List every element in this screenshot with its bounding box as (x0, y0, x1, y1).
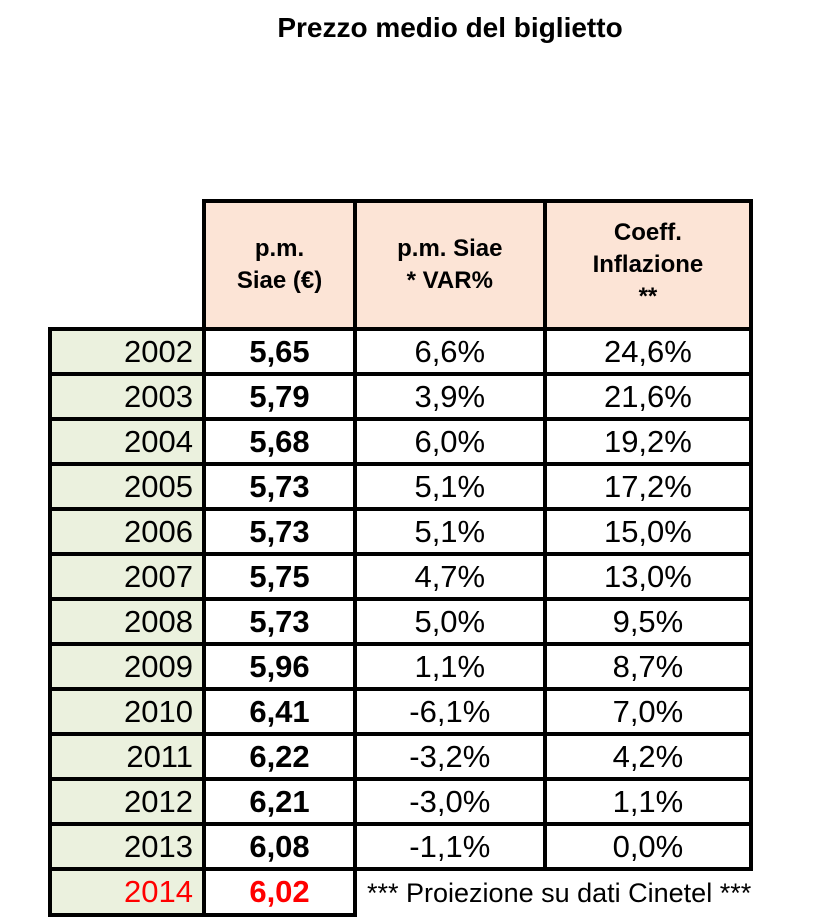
var-cell: -3,2% (353, 732, 547, 781)
year-cell: 2009 (48, 642, 206, 691)
table-row-2013: 2013 6,08 -1,1% 0,0% (48, 822, 754, 871)
ticket-price-table: p.m. Siae (€) p.m. Siae * VAR% Coeff. In… (48, 199, 754, 917)
header-row: p.m. Siae (€) p.m. Siae * VAR% Coeff. In… (50, 199, 754, 331)
var-cell: 1,1% (353, 642, 547, 691)
inflazione-cell: 1,1% (542, 777, 754, 826)
col-header-pm-siae: p.m. Siae (€) (202, 199, 357, 331)
year-cell: 2008 (48, 597, 206, 646)
page-title: Prezzo medio del biglietto (277, 12, 623, 43)
pm-siae-cell: 6,21 (202, 777, 357, 826)
year-cell: 2005 (48, 462, 206, 511)
pm-siae-cell: 5,75 (202, 552, 357, 601)
pm-siae-cell-projection: 6,02 (202, 867, 357, 917)
var-cell: -3,0% (353, 777, 547, 826)
inflazione-cell: 19,2% (542, 417, 754, 466)
projection-footnote: *** Proiezione su dati Cinetel *** (355, 869, 752, 915)
inflazione-cell: 17,2% (542, 462, 754, 511)
inflazione-cell: 9,5% (542, 597, 754, 646)
year-cell: 2004 (48, 417, 206, 466)
var-cell: -1,1% (353, 822, 547, 871)
corner-cell (50, 201, 204, 329)
inflazione-cell: 7,0% (542, 687, 754, 736)
year-cell-projection: 2014 (48, 867, 206, 917)
year-cell: 2011 (48, 732, 206, 781)
projection-row-2014: 2014 6,02 *** Proiezione su dati Cinetel… (48, 867, 752, 917)
var-cell: 3,9% (353, 372, 547, 421)
inflazione-cell: 8,7% (542, 642, 754, 691)
table-row-2003: 2003 5,79 3,9% 21,6% (48, 372, 754, 421)
year-cell: 2007 (48, 552, 206, 601)
inflazione-cell: 4,2% (542, 732, 754, 781)
table-row-2008: 2008 5,73 5,0% 9,5% (48, 597, 754, 646)
pm-siae-cell: 6,41 (202, 687, 357, 736)
pm-siae-cell: 6,08 (202, 822, 357, 871)
pm-siae-cell: 5,96 (202, 642, 357, 691)
table-row-2002: 2002 5,65 6,6% 24,6% (48, 327, 754, 376)
year-cell: 2012 (48, 777, 206, 826)
table-row-2006: 2006 5,73 5,1% 15,0% (48, 507, 754, 556)
pm-siae-cell: 5,73 (202, 462, 357, 511)
var-cell: 5,1% (353, 507, 547, 556)
inflazione-cell: 15,0% (542, 507, 754, 556)
var-cell: 6,6% (353, 327, 547, 376)
var-cell: 6,0% (353, 417, 547, 466)
inflazione-cell: 24,6% (542, 327, 754, 376)
inflazione-cell: 21,6% (542, 372, 754, 421)
year-cell: 2003 (48, 372, 206, 421)
pm-siae-cell: 5,68 (202, 417, 357, 466)
table-row-2010: 2010 6,41 -6,1% 7,0% (48, 687, 754, 736)
table-row-2004: 2004 5,68 6,0% 19,2% (48, 417, 754, 466)
pm-siae-cell: 5,79 (202, 372, 357, 421)
table-row-2009: 2009 5,96 1,1% 8,7% (48, 642, 754, 691)
pm-siae-cell: 6,22 (202, 732, 357, 781)
pm-siae-cell: 5,65 (202, 327, 357, 376)
table-row-2005: 2005 5,73 5,1% 17,2% (48, 462, 754, 511)
var-cell: 4,7% (353, 552, 547, 601)
col-header-inflazione: Coeff. Inflazione ** (542, 199, 754, 331)
var-cell: -6,1% (353, 687, 547, 736)
inflazione-cell: 13,0% (542, 552, 754, 601)
pm-siae-cell: 5,73 (202, 507, 357, 556)
var-cell: 5,1% (353, 462, 547, 511)
var-cell: 5,0% (353, 597, 547, 646)
year-cell: 2002 (48, 327, 206, 376)
table-row-2007: 2007 5,75 4,7% 13,0% (48, 552, 754, 601)
year-cell: 2010 (48, 687, 206, 736)
table-row-2011: 2011 6,22 -3,2% 4,2% (48, 732, 754, 781)
year-cell: 2013 (48, 822, 206, 871)
pm-siae-cell: 5,73 (202, 597, 357, 646)
table-row-2012: 2012 6,21 -3,0% 1,1% (48, 777, 754, 826)
year-cell: 2006 (48, 507, 206, 556)
col-header-var: p.m. Siae * VAR% (353, 199, 547, 331)
inflazione-cell: 0,0% (542, 822, 754, 871)
